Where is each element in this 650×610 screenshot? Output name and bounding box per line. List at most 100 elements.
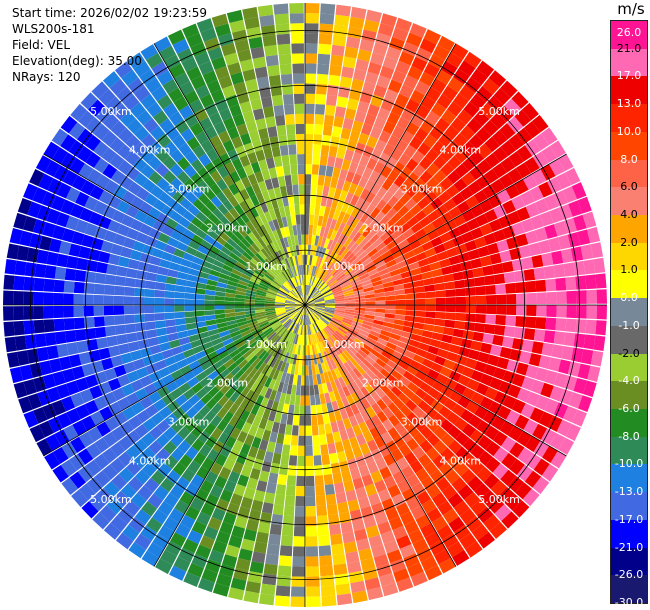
velocity-gate — [161, 251, 174, 262]
velocity-gate — [204, 294, 215, 301]
velocity-gate — [556, 172, 572, 190]
velocity-gate — [413, 418, 427, 432]
velocity-gate — [334, 378, 342, 390]
velocity-gate — [326, 433, 335, 445]
velocity-gate — [315, 245, 321, 257]
velocity-gate — [565, 423, 581, 441]
velocity-gate — [420, 522, 436, 538]
velocity-gate — [319, 555, 333, 567]
velocity-gate — [346, 359, 356, 370]
velocity-gate — [343, 237, 353, 248]
velocity-gate — [283, 270, 290, 280]
velocity-gate — [409, 23, 427, 38]
velocity-gate — [440, 60, 458, 77]
velocity-gate — [509, 442, 525, 458]
velocity-gate — [438, 132, 453, 148]
velocity-gate — [421, 499, 437, 514]
velocity-gate — [292, 333, 298, 344]
velocity-gate — [538, 411, 554, 428]
ring-label: 4.00km — [440, 454, 482, 467]
velocity-gate — [269, 523, 282, 536]
velocity-gate — [352, 231, 362, 243]
velocity-gate — [373, 316, 385, 322]
velocity-gate — [229, 170, 241, 183]
velocity-gate — [268, 533, 281, 546]
velocity-gate — [378, 333, 390, 342]
velocity-gate — [317, 268, 324, 279]
velocity-gate — [290, 311, 298, 320]
velocity-gate — [330, 334, 339, 344]
velocity-gate — [408, 261, 420, 271]
velocity-gate — [252, 415, 262, 428]
velocity-gate — [252, 330, 263, 338]
velocity-gate — [458, 60, 476, 77]
velocity-gate — [555, 277, 567, 291]
velocity-gate — [414, 286, 426, 293]
velocity-gate — [254, 309, 266, 313]
velocity-gate — [357, 251, 368, 261]
velocity-gate — [493, 204, 507, 219]
velocity-gate — [198, 193, 211, 206]
velocity-gate — [373, 319, 384, 326]
velocity-gate — [330, 176, 339, 189]
velocity-gate — [394, 314, 406, 321]
velocity-gate — [216, 281, 228, 289]
velocity-gate — [268, 220, 276, 232]
velocity-gate — [334, 441, 345, 453]
velocity-gate — [356, 538, 371, 551]
velocity-gate — [284, 393, 291, 405]
velocity-gate — [411, 273, 424, 282]
velocity-gate — [76, 257, 89, 271]
velocity-gate — [440, 162, 455, 177]
velocity-gate — [289, 3, 304, 14]
velocity-gate — [276, 124, 287, 136]
velocity-gate — [305, 395, 311, 406]
velocity-gate — [136, 187, 150, 201]
velocity-gate — [361, 323, 373, 330]
velocity-gate — [497, 105, 514, 123]
velocity-gate — [489, 521, 508, 539]
velocity-gate — [359, 91, 373, 104]
velocity-gate — [496, 305, 507, 315]
velocity-gate — [334, 573, 350, 586]
velocity-gate — [549, 207, 564, 224]
velocity-gate — [422, 393, 436, 406]
velocity-gate — [274, 305, 285, 307]
velocity-gate — [251, 229, 261, 240]
velocity-gate — [343, 362, 353, 373]
velocity-gate — [156, 133, 172, 148]
velocity-gate — [240, 329, 252, 337]
velocity-gate — [228, 587, 245, 601]
velocity-gate — [210, 414, 223, 428]
velocity-gate — [270, 462, 280, 475]
velocity-gate — [387, 134, 400, 148]
velocity-gate — [314, 296, 324, 302]
velocity-gate — [454, 279, 466, 289]
velocity-gate — [571, 182, 587, 200]
velocity-gate — [419, 71, 435, 87]
velocity-gate — [174, 223, 187, 235]
velocity-gate — [295, 305, 305, 308]
velocity-gate — [36, 249, 49, 265]
velocity-gate — [169, 339, 181, 349]
velocity-gate — [425, 87, 442, 102]
velocity-gate — [268, 472, 279, 484]
velocity-gate — [484, 425, 500, 441]
velocity-gate — [118, 467, 135, 483]
velocity-gate — [424, 284, 436, 292]
velocity-gate — [331, 543, 345, 556]
velocity-gate — [337, 501, 349, 514]
velocity-gate — [345, 252, 355, 263]
velocity-gate — [99, 505, 117, 522]
velocity-gate — [159, 45, 176, 61]
velocity-gate — [492, 334, 504, 347]
velocity-gate — [255, 149, 266, 162]
velocity-gate — [121, 214, 135, 228]
velocity-gate — [301, 284, 304, 296]
velocity-gate — [465, 287, 476, 296]
velocity-gate — [312, 245, 318, 256]
velocity-gate — [272, 369, 280, 381]
velocity-gate — [314, 307, 325, 311]
velocity-gate — [277, 291, 288, 297]
velocity-gate — [404, 287, 416, 295]
